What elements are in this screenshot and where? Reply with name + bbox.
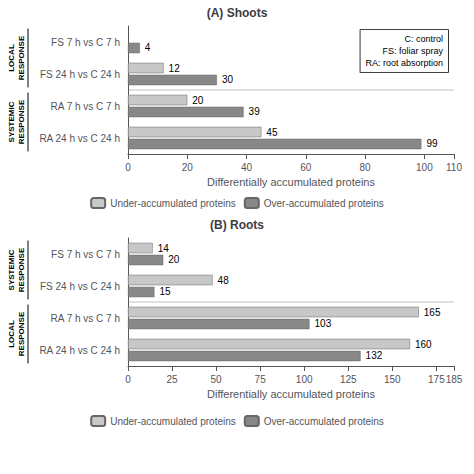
svg-text:30: 30 [222, 74, 234, 85]
svg-text:15: 15 [159, 286, 171, 297]
svg-text:20: 20 [182, 162, 194, 173]
svg-text:(B) Roots: (B) Roots [210, 218, 264, 232]
svg-text:60: 60 [300, 162, 312, 173]
svg-text:RA 24 h vs C 24 h: RA 24 h vs C 24 h [39, 133, 120, 144]
svg-text:RA 24 h vs C 24 h: RA 24 h vs C 24 h [39, 345, 120, 356]
svg-text:RA 7 h vs C 7 h: RA 7 h vs C 7 h [51, 313, 120, 324]
svg-text:48: 48 [218, 275, 230, 286]
svg-text:Differentially accumulated pro: Differentially accumulated proteins [207, 176, 375, 188]
svg-text:20: 20 [192, 95, 204, 106]
svg-text:25: 25 [166, 374, 178, 385]
svg-text:LOCAL: LOCAL [7, 44, 16, 72]
svg-text:FS 7 h vs C 7 h: FS 7 h vs C 7 h [51, 37, 120, 48]
svg-text:FS: foliar spray: FS: foliar spray [382, 46, 443, 56]
svg-text:125: 125 [340, 374, 357, 385]
svg-text:132: 132 [366, 350, 383, 361]
svg-text:103: 103 [315, 318, 332, 329]
svg-text:185: 185 [446, 374, 463, 385]
svg-text:99: 99 [426, 138, 438, 149]
svg-text:Over-accumulated proteins: Over-accumulated proteins [264, 198, 384, 209]
svg-text:FS 7 h vs C 7 h: FS 7 h vs C 7 h [51, 249, 120, 260]
svg-text:175: 175 [428, 374, 445, 385]
svg-text:150: 150 [384, 374, 401, 385]
svg-text:RESPONSE: RESPONSE [17, 311, 26, 356]
svg-text:SYSTEMIC: SYSTEMIC [7, 249, 16, 290]
svg-text:20: 20 [168, 254, 180, 265]
svg-text:LOCAL: LOCAL [7, 320, 16, 348]
svg-text:75: 75 [255, 374, 267, 385]
svg-text:0: 0 [125, 162, 131, 173]
svg-text:165: 165 [424, 307, 441, 318]
svg-text:160: 160 [415, 339, 432, 350]
svg-text:0: 0 [125, 374, 131, 385]
svg-text:110: 110 [446, 162, 462, 173]
svg-text:80: 80 [360, 162, 372, 173]
svg-text:4: 4 [145, 42, 151, 53]
svg-text:FS 24 h vs C 24 h: FS 24 h vs C 24 h [40, 69, 120, 80]
svg-text:100: 100 [296, 374, 313, 385]
svg-text:12: 12 [169, 63, 181, 74]
svg-text:Under-accumulated proteins: Under-accumulated proteins [110, 198, 236, 209]
svg-text:RA 7 h vs C 7 h: RA 7 h vs C 7 h [51, 101, 120, 112]
svg-text:RA: root absorption: RA: root absorption [365, 58, 443, 68]
svg-text:Under-accumulated proteins: Under-accumulated proteins [110, 416, 236, 427]
svg-text:Differentially accumulated pro: Differentially accumulated proteins [207, 388, 375, 400]
svg-text:39: 39 [249, 106, 261, 117]
svg-text:40: 40 [241, 162, 253, 173]
svg-text:FS 24 h vs C 24 h: FS 24 h vs C 24 h [40, 281, 120, 292]
svg-text:50: 50 [211, 374, 223, 385]
svg-text:RESPONSE: RESPONSE [17, 99, 26, 144]
svg-text:RESPONSE: RESPONSE [17, 247, 26, 292]
svg-text:C: control: C: control [404, 34, 443, 44]
svg-text:RESPONSE: RESPONSE [17, 35, 26, 80]
svg-text:(A) Shoots: (A) Shoots [207, 6, 268, 20]
svg-text:45: 45 [266, 127, 278, 138]
svg-text:SYSTEMIC: SYSTEMIC [7, 101, 16, 142]
svg-text:14: 14 [158, 243, 170, 254]
svg-text:Over-accumulated proteins: Over-accumulated proteins [264, 416, 384, 427]
svg-text:100: 100 [416, 162, 433, 173]
